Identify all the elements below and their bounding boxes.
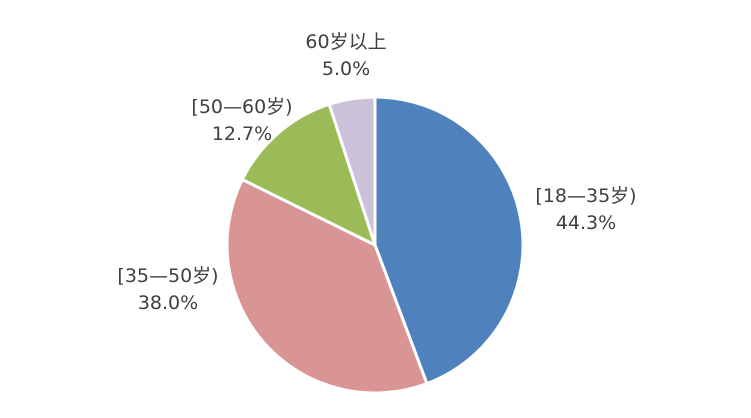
slice-value-18-35: 44.3%	[556, 212, 616, 234]
slice-label-60-plus: 60岁以上	[305, 31, 386, 53]
slice-label-35-50: [35—50岁)	[117, 265, 218, 287]
pie-slice-50-60	[240, 102, 377, 247]
slice-value-60-plus: 5.0%	[322, 58, 370, 80]
pie-slice-18-35	[373, 95, 525, 386]
pie-slice-35-50	[225, 177, 429, 395]
slice-value-35-50: 38.0%	[138, 292, 198, 314]
slice-label-50-60: [50—60岁)	[191, 96, 292, 118]
pie-slice-60-plus	[327, 95, 377, 247]
slice-label-18-35: [18—35岁)	[535, 185, 636, 207]
pie-slices	[225, 95, 525, 395]
slice-value-50-60: 12.7%	[212, 123, 272, 145]
